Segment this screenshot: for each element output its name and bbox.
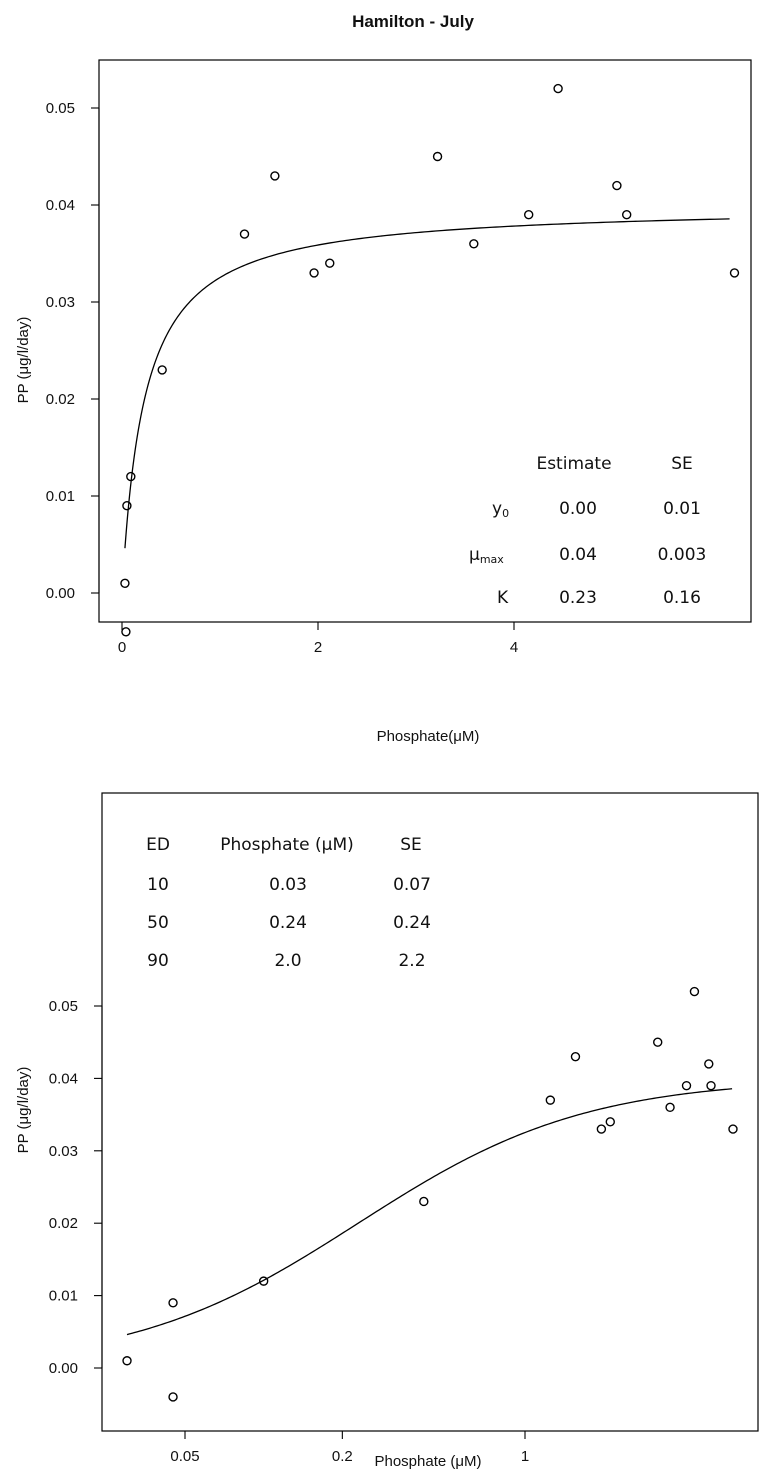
bottom-data-point: [258, 1276, 269, 1286]
top-param-table: Estimate SE y0 0.00 0.01 μmax 0.04 0.003…: [455, 438, 717, 616]
bottom-table-se-90: 2.2: [398, 951, 425, 971]
bottom-data-point: [419, 1196, 429, 1207]
top-table-estimate-k: 0.23: [559, 588, 597, 608]
top-data-point: [612, 180, 622, 191]
top-data-point: [126, 471, 136, 482]
bottom-x-tick-label: 0.05: [170, 1448, 199, 1465]
bottom-data-point: [681, 1080, 692, 1091]
top-fit-curve: [124, 218, 730, 549]
bottom-y-tick-label: 0.04: [49, 1070, 78, 1087]
top-data-point: [622, 209, 632, 220]
top-x-tick-label: 0: [118, 639, 126, 656]
top-x-tick-label: 4: [510, 639, 518, 656]
top-data-point: [122, 501, 132, 511]
bottom-data-point: [168, 1298, 178, 1308]
bottom-table-ed-90: 90: [147, 951, 169, 971]
top-data-point: [432, 151, 443, 162]
top-data-point: [157, 365, 167, 375]
bottom-chart: 0.00 0.01 0.02 0.03 0.04 0.05 0.05 0.2 1 Phosph…: [15, 792, 759, 1470]
bottom-table-ed-50: 50: [147, 913, 169, 933]
top-x-axis-label: Phosphate(μM): [377, 728, 480, 745]
top-y-tick-label: 0.03: [46, 294, 75, 311]
top-y-axis: 0.00 0.01 0.02 0.03 0.04 0.05: [46, 100, 100, 602]
top-x-axis: 0 2 4: [118, 621, 518, 656]
top-table-header-estimate: Estimate: [536, 454, 611, 474]
bottom-table-se-10: 0.07: [393, 875, 431, 895]
top-table-se-y0: 0.01: [663, 499, 701, 519]
top-y-tick-label: 0.02: [46, 391, 75, 408]
top-data-point: [524, 209, 534, 220]
top-data-point: [270, 171, 280, 181]
top-y-tick-label: 0.04: [46, 197, 75, 214]
top-x-tick-label: 2: [314, 639, 322, 656]
top-data-point: [325, 258, 335, 268]
bottom-y-tick-label: 0.05: [49, 998, 78, 1015]
top-data-point: [121, 627, 131, 637]
top-table-param-y0: y0: [492, 499, 509, 520]
bottom-x-tick-label: 1: [521, 1448, 529, 1465]
bottom-y-tick-label: 0.02: [49, 1215, 78, 1232]
top-y-tick-label: 0.05: [46, 100, 75, 117]
bottom-y-axis-label: PP (μg/l/day): [15, 1067, 32, 1154]
bottom-x-axis: 0.05 0.2 1: [170, 1430, 529, 1465]
bottom-table-phosphate-10: 0.03: [269, 875, 307, 895]
bottom-data-point: [706, 1080, 716, 1091]
bottom-data-point: [605, 1117, 615, 1127]
bottom-data-point: [689, 986, 700, 997]
top-data-point: [120, 578, 130, 588]
bottom-data-point: [704, 1059, 714, 1069]
bottom-data-point: [665, 1102, 675, 1113]
top-data-point: [469, 239, 479, 249]
bottom-data-point: [596, 1124, 607, 1134]
bottom-fit-curve: [126, 1088, 733, 1336]
top-data-point: [729, 268, 740, 278]
bottom-data-point: [168, 1392, 178, 1402]
bottom-x-tick-label: 0.2: [332, 1448, 353, 1465]
bottom-y-tick-label: 0.03: [49, 1143, 78, 1160]
bottom-data-point: [122, 1356, 132, 1366]
bottom-table-se-50: 0.24: [393, 913, 431, 933]
top-table-param-mumax: μmax: [469, 545, 504, 566]
bottom-data-point: [570, 1051, 581, 1062]
top-y-tick-label: 0.01: [46, 488, 75, 505]
bottom-y-axis: 0.00 0.01 0.02 0.03 0.04 0.05: [49, 998, 103, 1377]
top-table-estimate-y0: 0.00: [559, 499, 597, 519]
bottom-table-bg: [112, 820, 442, 960]
bottom-table-phosphate-90: 2.0: [274, 951, 301, 971]
bottom-y-tick-label: 0.01: [49, 1288, 78, 1305]
bottom-ed-table: ED Phosphate (μM) SE 10 0.03 0.07 50 0.2…: [112, 820, 442, 971]
top-data-point: [309, 268, 319, 278]
top-data-point: [553, 83, 563, 94]
bottom-data-point: [545, 1095, 556, 1105]
top-data-point: [239, 229, 250, 239]
top-table-estimate-mumax: 0.04: [559, 545, 597, 565]
bottom-x-axis-label: Phosphate (μM): [374, 1453, 481, 1470]
top-chart: 0.00 0.01 0.02 0.03 0.04 0.05 0 2 4 Phosphate(μ…: [15, 59, 752, 745]
top-y-axis-label: PP (μg/l/day): [15, 317, 32, 404]
top-table-se-mumax: 0.003: [658, 545, 707, 565]
bottom-table-header-ed: ED: [146, 835, 170, 855]
top-table-header-se: SE: [671, 454, 693, 474]
figure-title: Hamilton - July: [352, 12, 474, 31]
top-table-param-k: K: [497, 588, 509, 608]
bottom-data-point: [728, 1124, 738, 1134]
top-table-bg: [455, 438, 717, 616]
bottom-table-header-se: SE: [400, 835, 422, 855]
bottom-data-point: [653, 1037, 663, 1047]
top-y-tick-label: 0.00: [46, 585, 75, 602]
bottom-y-tick-label: 0.00: [49, 1360, 78, 1377]
top-points: [120, 83, 740, 637]
bottom-table-phosphate-50: 0.24: [269, 913, 307, 933]
bottom-points: [122, 986, 738, 1402]
top-table-se-k: 0.16: [663, 588, 701, 608]
bottom-table-ed-10: 10: [147, 875, 169, 895]
bottom-table-header-phosphate: Phosphate (μM): [220, 835, 354, 855]
